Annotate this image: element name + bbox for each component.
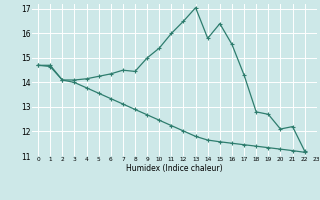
X-axis label: Humidex (Indice chaleur): Humidex (Indice chaleur) bbox=[126, 164, 223, 173]
